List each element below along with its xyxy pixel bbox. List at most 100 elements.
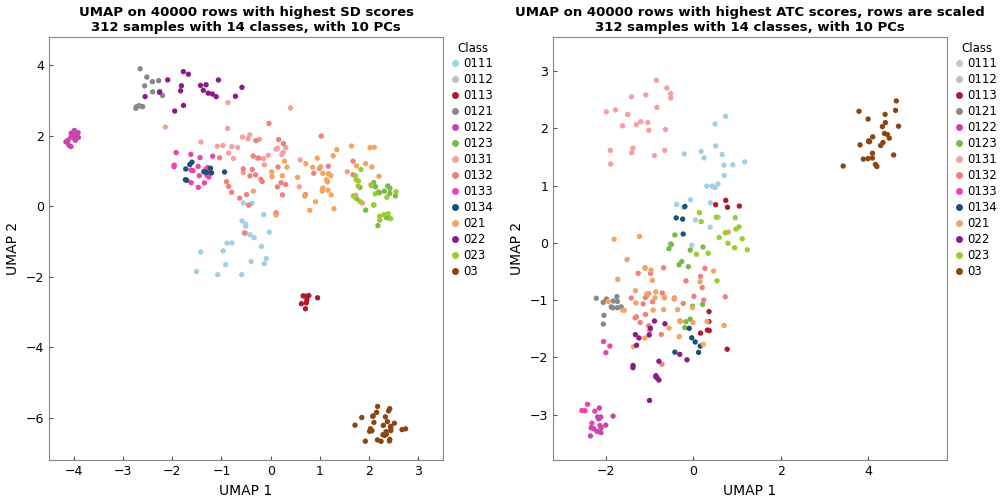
0132 (666, 294, 682, 302)
023 (372, 216, 388, 224)
0123 (380, 214, 396, 222)
0132 (270, 163, 286, 171)
0123 (680, 263, 697, 271)
0132 (345, 171, 361, 179)
023 (734, 235, 750, 243)
Title: UMAP on 40000 rows with highest SD scores
312 samples with 14 classes, with 10 P: UMAP on 40000 rows with highest SD score… (79, 6, 413, 34)
03 (397, 425, 413, 433)
023 (383, 215, 399, 223)
0113 (298, 299, 314, 307)
0121 (152, 88, 168, 96)
023 (739, 246, 755, 254)
03 (860, 115, 876, 123)
0132 (277, 180, 293, 188)
0113 (720, 203, 736, 211)
0131 (603, 160, 619, 168)
021 (637, 264, 653, 272)
0122 (593, 428, 609, 436)
0111 (246, 234, 262, 242)
0123 (382, 184, 398, 193)
03 (375, 421, 391, 429)
0132 (697, 264, 713, 272)
022 (651, 357, 667, 365)
021 (329, 146, 345, 154)
0131 (275, 148, 291, 156)
0133 (202, 168, 218, 176)
0111 (675, 204, 691, 212)
0132 (236, 229, 252, 237)
0132 (685, 292, 702, 300)
0131 (220, 124, 236, 133)
021 (648, 288, 664, 296)
021 (671, 333, 687, 341)
022 (646, 317, 662, 325)
021 (321, 170, 337, 178)
0132 (251, 154, 267, 162)
021 (276, 157, 292, 165)
021 (716, 322, 732, 330)
03 (860, 155, 876, 163)
0122 (583, 432, 599, 440)
0111 (694, 148, 710, 156)
0132 (632, 319, 648, 327)
0131 (625, 144, 641, 152)
0131 (251, 135, 267, 143)
022 (651, 376, 667, 384)
021 (320, 186, 336, 194)
0132 (640, 290, 656, 298)
0132 (321, 162, 337, 170)
0131 (269, 144, 285, 152)
0111 (261, 228, 277, 236)
03 (888, 97, 904, 105)
0134 (683, 334, 700, 342)
023 (691, 209, 708, 217)
0134 (183, 158, 200, 166)
0111 (711, 213, 727, 221)
021 (615, 306, 631, 314)
0113 (692, 329, 709, 337)
023 (712, 233, 728, 241)
0134 (203, 164, 219, 172)
0111 (696, 154, 712, 162)
0123 (661, 244, 677, 253)
0113 (297, 292, 313, 300)
0121 (609, 304, 625, 312)
021 (643, 266, 659, 274)
0132 (224, 188, 240, 196)
0123 (380, 182, 396, 190)
0113 (731, 202, 747, 210)
0132 (235, 165, 251, 173)
021 (314, 169, 331, 177)
0131 (274, 151, 290, 159)
022 (175, 68, 192, 76)
03 (366, 418, 382, 426)
0111 (253, 242, 269, 250)
022 (151, 88, 167, 96)
0134 (199, 168, 215, 176)
0121 (136, 82, 152, 90)
022 (201, 89, 217, 97)
03 (876, 130, 892, 138)
021 (696, 340, 712, 348)
0111 (683, 241, 700, 249)
0131 (210, 142, 226, 150)
0123 (349, 195, 365, 203)
0123 (368, 183, 384, 191)
022 (193, 81, 209, 89)
022 (196, 86, 212, 94)
022 (627, 331, 643, 339)
0132 (637, 310, 653, 319)
0121 (595, 298, 611, 306)
022 (641, 397, 657, 405)
0133 (191, 162, 207, 170)
0123 (352, 183, 368, 192)
021 (320, 178, 336, 186)
0111 (704, 182, 720, 190)
0133 (201, 173, 217, 181)
03 (869, 162, 885, 170)
03 (377, 413, 393, 421)
0133 (183, 178, 200, 186)
0132 (635, 300, 651, 308)
0123 (673, 258, 689, 266)
0122 (64, 129, 80, 137)
